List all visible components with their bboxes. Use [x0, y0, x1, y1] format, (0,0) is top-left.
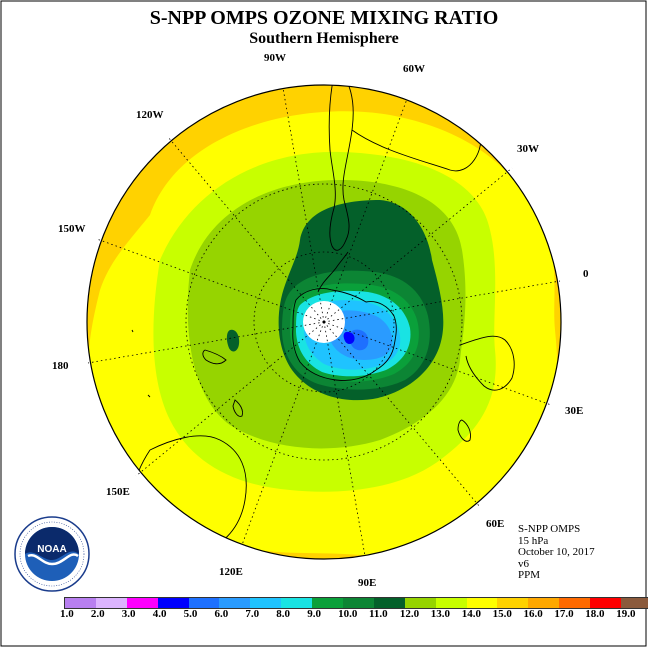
- colorbar-segment: [590, 598, 622, 608]
- colorbar-segment: [435, 598, 467, 608]
- colorbar-segment: [497, 598, 529, 608]
- lon-label-60e: 60E: [486, 518, 505, 530]
- lon-label-150w: 150W: [58, 223, 86, 235]
- colorbar-segment: [250, 598, 282, 608]
- colorbar-label: 16.0: [523, 608, 543, 620]
- colorbar-label: 14.0: [461, 608, 481, 620]
- colorbar: [64, 597, 648, 609]
- lon-label-0: 0: [583, 268, 589, 280]
- contour-5-6: [349, 329, 369, 351]
- lon-label-90w: 90W: [264, 52, 286, 64]
- colorbar-segment: [621, 598, 648, 608]
- lon-label-30e: 30E: [565, 405, 584, 417]
- lon-label-90e: 90E: [358, 577, 377, 589]
- info-date: October 10, 2017: [518, 546, 595, 558]
- colorbar-label: 7.0: [245, 608, 260, 620]
- colorbar-label: 12.0: [399, 608, 420, 620]
- colorbar-segment: [528, 598, 560, 608]
- colorbar-label: 8.0: [276, 608, 291, 620]
- colorbar-segment: [312, 598, 344, 608]
- south-pole-marker: [322, 320, 326, 324]
- colorbar-label: 2.0: [90, 608, 105, 620]
- noaa-logo-text: NOAA: [37, 544, 66, 555]
- colorbar-label: 1.0: [60, 608, 74, 620]
- colorbar-label: 15.0: [492, 608, 512, 620]
- info-version: v6: [518, 557, 529, 570]
- colorbar-label: 9.0: [307, 608, 321, 620]
- colorbar-label: 10.0: [338, 608, 358, 620]
- colorbar-segment: [466, 598, 498, 608]
- colorbar-segment: [95, 598, 127, 608]
- contour-4-5: [343, 331, 355, 344]
- colorbar-label: 19.0: [616, 608, 636, 620]
- colorbar-label: 11.0: [369, 608, 388, 620]
- product-info: S-NPP OMPS 15 hPa October 10, 2017 v6 PP…: [518, 523, 595, 582]
- ozone-fill-layers: [87, 85, 561, 559]
- colorbar-segment: [188, 598, 220, 608]
- info-level: 15 hPa: [518, 534, 549, 547]
- colorbar-segment: [157, 598, 189, 608]
- colorbar-label: 18.0: [585, 608, 605, 620]
- colorbar-label: 13.0: [430, 608, 451, 620]
- lon-label-180: 180: [52, 360, 69, 372]
- colorbar-label: 6.0: [214, 608, 229, 620]
- colorbar-segment: [219, 598, 251, 608]
- colorbar-label: 17.0: [554, 608, 574, 620]
- colorbar-label: 4.0: [152, 608, 167, 620]
- colorbar-segment: [126, 598, 158, 608]
- colorbar-label: 5.0: [183, 608, 198, 620]
- lon-label-60w: 60W: [403, 63, 425, 75]
- colorbar-segment: [559, 598, 591, 608]
- map-title: S-NPP OMPS OZONE MIXING RATIO: [149, 7, 499, 29]
- colorbar-segment: [404, 598, 436, 608]
- latitude-circles: [185, 183, 463, 461]
- lon-label-150e: 150E: [106, 486, 130, 498]
- meridian-lines: [87, 87, 561, 557]
- globe-outline: [86, 84, 562, 560]
- info-units: PPM: [518, 569, 541, 581]
- lon-label-120e: 120E: [219, 566, 243, 578]
- colorbar-label: 3.0: [121, 608, 136, 620]
- lon-label-120w: 120W: [136, 109, 164, 121]
- noaa-logo: NOAA: [14, 516, 90, 592]
- colorbar-segment: [343, 598, 374, 608]
- lon-label-30w: 30W: [517, 143, 539, 155]
- map-subtitle: Southern Hemisphere: [249, 30, 399, 47]
- colorbar-segment: [373, 598, 405, 608]
- colorbar-segment: [65, 598, 96, 608]
- info-instrument: S-NPP OMPS: [518, 523, 581, 535]
- contour-11-12-island: [226, 329, 240, 352]
- colorbar-segment: [281, 598, 313, 608]
